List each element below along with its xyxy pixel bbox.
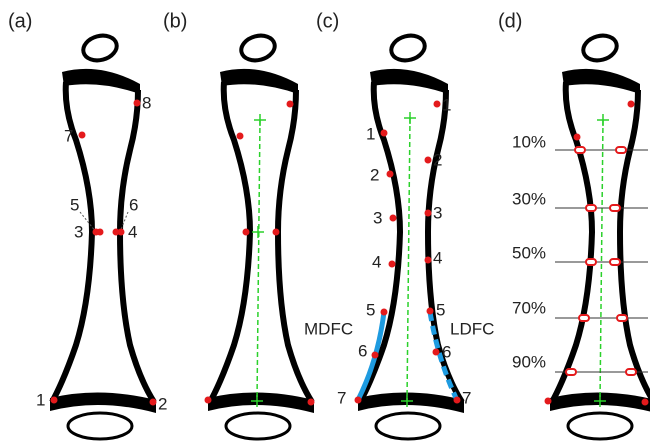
point (97, 229, 104, 236)
curve-label: LDFC (450, 319, 494, 338)
point-label: 2 (158, 394, 167, 413)
point (134, 100, 141, 107)
panel-label: (c) (316, 10, 339, 32)
point-label: 1 (442, 95, 451, 114)
point-label: 5 (366, 300, 375, 319)
panel-a: (a) 8 7 5 6 3 4 1 2 (8, 10, 167, 439)
point (433, 349, 440, 356)
point (387, 171, 394, 178)
panel-label: (d) (498, 10, 522, 32)
point (545, 398, 552, 405)
point-label: 7 (64, 126, 73, 145)
point (273, 229, 280, 236)
curve-label: MDFC (304, 319, 353, 338)
point (454, 397, 461, 404)
point-label: 1 (366, 124, 375, 143)
point (381, 309, 388, 316)
point-label: 5 (436, 300, 445, 319)
point (574, 134, 581, 141)
panel-b: (b) (163, 10, 315, 439)
point-label: 4 (128, 222, 137, 241)
axis-line (600, 120, 603, 401)
point (425, 257, 432, 264)
point (205, 397, 212, 404)
point (243, 229, 250, 236)
point (79, 132, 86, 139)
figure: (a) 8 7 5 6 3 4 1 2 (b) (c) (0, 0, 650, 443)
level-label: 10% (512, 132, 546, 151)
point (425, 210, 432, 217)
point (51, 397, 58, 404)
point-label: 2 (433, 150, 442, 169)
point-label: 7 (462, 388, 471, 407)
point (427, 308, 434, 315)
level-label: 70% (512, 298, 546, 317)
bone (208, 32, 314, 439)
point-label: 7 (337, 388, 346, 407)
point-label: 4 (433, 248, 442, 267)
level-label: 50% (512, 243, 546, 262)
point (372, 352, 379, 359)
point (237, 133, 244, 140)
point (150, 399, 157, 406)
point-label: 6 (358, 341, 367, 360)
panel-label: (a) (8, 10, 32, 32)
point-label: 3 (373, 208, 382, 227)
point-label: 3 (74, 222, 83, 241)
point (434, 101, 441, 108)
point (642, 399, 649, 406)
bone (50, 32, 156, 439)
panel-label: (b) (163, 10, 187, 32)
panel-c: (c) 1 2 3 4 5 6 7 1 2 3 4 5 6 7 MDFC LDF… (304, 10, 494, 439)
level-lines (555, 150, 648, 372)
point-label: 4 (372, 252, 381, 271)
panel-d: (d) 10% 30% 50% 70% 90% (498, 10, 650, 439)
point (390, 215, 397, 222)
cross (401, 112, 416, 407)
point (308, 399, 315, 406)
point-label: 1 (36, 390, 45, 409)
point-label: 5 (70, 195, 79, 214)
point-label: 3 (433, 203, 442, 222)
bone (358, 32, 464, 439)
axis-line (257, 120, 260, 401)
point-label: 8 (142, 93, 151, 112)
point (381, 130, 388, 137)
point (355, 397, 362, 404)
point (628, 101, 635, 108)
point (389, 261, 396, 268)
point (118, 229, 125, 236)
point-label: 2 (370, 165, 379, 184)
point-label: 6 (129, 195, 138, 214)
point (287, 101, 294, 108)
axis-line (407, 118, 410, 401)
point (425, 157, 432, 164)
level-label: 90% (512, 352, 546, 371)
point-label: 6 (442, 342, 451, 361)
level-label: 30% (512, 189, 546, 208)
